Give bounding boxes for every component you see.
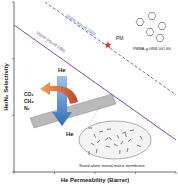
filler bbox=[109, 137, 112, 140]
zoom-line bbox=[90, 106, 100, 124]
filler bbox=[106, 146, 110, 147]
x-label: He Permeability (Barrer) bbox=[61, 177, 130, 183]
x-tick bbox=[54, 172, 55, 174]
filler bbox=[122, 132, 126, 133]
annotation: He bbox=[66, 131, 74, 137]
magnifier bbox=[79, 121, 151, 159]
x-tick bbox=[95, 172, 96, 174]
filler bbox=[99, 131, 103, 132]
filler bbox=[114, 144, 118, 146]
filler bbox=[94, 134, 96, 138]
annotation: He bbox=[58, 67, 66, 73]
y-tick bbox=[12, 172, 14, 173]
annotation: N₂ bbox=[24, 105, 30, 111]
annotation: Upper bound 2008 bbox=[65, 13, 97, 37]
arrow-down bbox=[52, 76, 72, 126]
filler bbox=[119, 150, 120, 154]
filler bbox=[107, 129, 111, 130]
ring bbox=[158, 23, 166, 30]
x-tick bbox=[135, 172, 136, 174]
annotation: CH₄ bbox=[24, 98, 34, 104]
filler bbox=[88, 128, 92, 129]
y-tick bbox=[12, 2, 14, 3]
illustration bbox=[30, 13, 166, 160]
filler bbox=[97, 140, 100, 143]
y-label: He/N₂ Selectivity bbox=[3, 62, 9, 110]
filler bbox=[89, 151, 90, 155]
y-tick bbox=[12, 115, 14, 116]
x-tick bbox=[176, 172, 177, 174]
filler bbox=[117, 135, 119, 138]
arrow-reject bbox=[40, 82, 78, 104]
filler bbox=[128, 139, 131, 142]
filler bbox=[137, 145, 141, 147]
filler bbox=[125, 133, 126, 137]
plot-data bbox=[14, 2, 176, 140]
y-axis bbox=[14, 2, 15, 172]
annotation: Stand-alone mixed-matrix membrane bbox=[79, 163, 146, 168]
filler bbox=[105, 138, 108, 140]
filler bbox=[121, 141, 123, 144]
point bbox=[104, 41, 112, 48]
filler bbox=[140, 136, 142, 139]
annotation: CO₂ bbox=[24, 91, 34, 97]
annotation: PMMA-g-GNS-UiO-66 bbox=[133, 47, 171, 51]
ring bbox=[156, 35, 164, 42]
annotation: Upper bound 1991 bbox=[35, 30, 67, 54]
molecule bbox=[136, 13, 166, 42]
filler bbox=[130, 130, 134, 132]
bound-line bbox=[14, 25, 176, 140]
annotation: PM bbox=[116, 35, 124, 41]
filler bbox=[91, 143, 94, 145]
y-tick bbox=[12, 58, 14, 59]
ring bbox=[136, 19, 144, 26]
ring bbox=[148, 13, 156, 20]
chart: He Permeability (Barrer) He/N₂ Selectivit… bbox=[0, 0, 178, 189]
filler bbox=[96, 149, 98, 153]
filler bbox=[127, 148, 129, 152]
ring bbox=[146, 29, 154, 36]
